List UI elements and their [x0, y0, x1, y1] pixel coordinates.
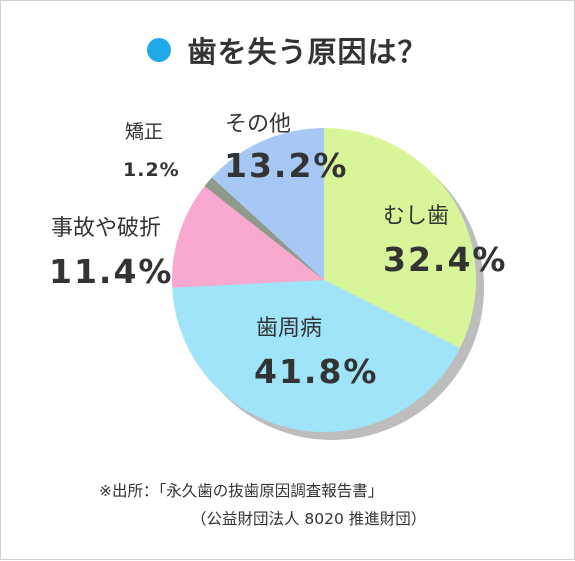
source-line-1: ※出所：「永久歯の抜歯原因調査報告書」 [99, 482, 384, 500]
source-line-2: （公益財団法人 8020 推進財団） [191, 510, 427, 528]
slice-mushiba [324, 128, 476, 349]
label-shishubyo-name: 歯周病 [256, 316, 322, 341]
label-mushiba-pct: 32.4% [383, 240, 508, 279]
chart-title: 歯を失う原因は？ [187, 35, 428, 69]
slice-sonota [211, 128, 324, 280]
label-kyosei-name: 矯正 [125, 121, 163, 143]
label-mushiba-name: むし歯 [383, 204, 449, 229]
chart-title-row: 歯を失う原因は？ [1, 29, 574, 71]
label-shishubyo-pct: 41.8% [254, 352, 379, 391]
label-jiko-name: 事故や破折 [51, 216, 161, 241]
slice-jiko [172, 186, 324, 288]
source-note: ※出所：「永久歯の抜歯原因調査報告書」 （公益財団法人 8020 推進財団） [99, 477, 426, 533]
label-sonota-pct: 13.2% [224, 146, 349, 185]
label-sonota-name: その他 [225, 112, 291, 137]
label-kyosei-pct: 1.2% [123, 159, 180, 181]
slice-shishubyo [172, 280, 460, 433]
slice-kyosei [204, 177, 324, 280]
pie-slices [172, 128, 476, 433]
title-bullet-icon [147, 38, 172, 62]
label-jiko-pct: 11.4% [49, 252, 174, 291]
